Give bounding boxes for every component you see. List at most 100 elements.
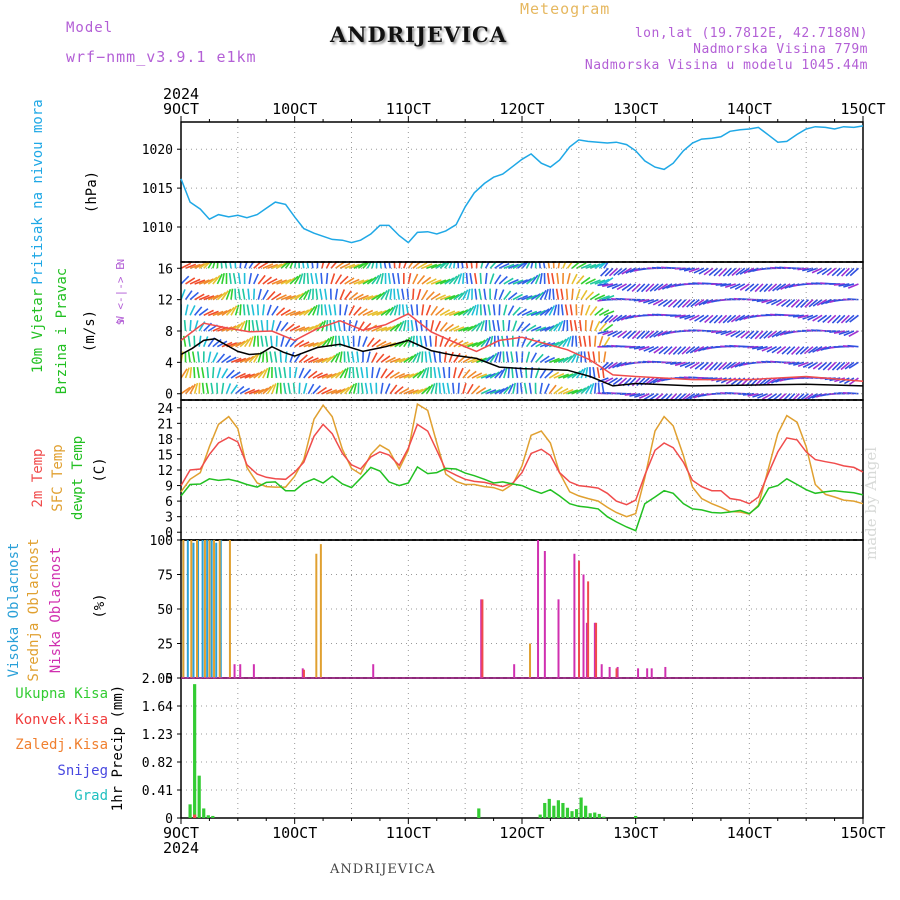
wind-arrow: [571, 273, 578, 285]
wind-arrow: [780, 283, 791, 290]
wind-arrow: [343, 367, 349, 379]
wind-arrow: [356, 351, 360, 363]
wind-arrow: [380, 341, 392, 348]
wind-arrow: [617, 267, 628, 276]
wind-arrow: [625, 267, 637, 274]
wind-arrow: [371, 262, 375, 269]
wind-arrow: [257, 288, 262, 300]
wind-arrow: [648, 377, 659, 385]
wind-arrow: [553, 372, 565, 379]
wind-arrow: [325, 272, 329, 285]
wind-arrow: [362, 262, 370, 269]
x-tick-label-top: 9OCT: [163, 100, 199, 118]
wind-arrow: [776, 283, 787, 291]
wind-arrow: [403, 373, 415, 379]
precip-bar: [477, 808, 481, 818]
wind-arrow: [466, 383, 474, 395]
y-tick-label: 6: [165, 495, 173, 510]
wind-arrow: [686, 299, 696, 308]
wind-arrow: [239, 320, 246, 332]
wind-arrow: [812, 361, 823, 370]
wind-arrow: [547, 262, 551, 269]
wind-arrow: [417, 262, 428, 269]
wind-arrow: [564, 304, 569, 316]
wind-arrow: [526, 324, 537, 332]
wind-arrow: [599, 295, 610, 301]
wind-arrow: [335, 262, 345, 269]
wind-arrow: [599, 314, 609, 324]
wind-arrow: [829, 330, 841, 333]
wind-arrow: [694, 314, 705, 322]
wind-arrow: [508, 263, 519, 270]
wind-arrow: [376, 309, 387, 317]
wind-arrow: [597, 382, 601, 394]
y-tick-label: 18: [157, 433, 173, 448]
wind-arrow: [339, 368, 347, 379]
wind-arrow: [439, 278, 451, 285]
wind-arrow: [845, 267, 855, 277]
precip-bar: [211, 815, 215, 818]
wind-arrow: [306, 272, 310, 285]
wind-arrows-layer: [181, 262, 859, 400]
wind-arrow: [711, 330, 723, 334]
precip-bar: [570, 811, 574, 818]
wind-arrow: [574, 335, 578, 347]
wind-arrow: [603, 361, 614, 370]
x-tick-label-top: 13OCT: [613, 100, 658, 118]
wind-arrow: [394, 386, 404, 395]
meteogram-label: Meteogram: [520, 0, 611, 18]
wind-arrow: [539, 289, 547, 301]
wind-arrow: [248, 336, 254, 347]
wind-arrow: [786, 346, 796, 355]
wind-arrow: [371, 367, 374, 379]
wind-arrow: [580, 276, 591, 285]
wind-arrow: [771, 346, 782, 354]
wind-arrow: [652, 377, 664, 384]
wind-arrow: [353, 279, 365, 285]
wind-arrow: [836, 361, 846, 371]
wind-arrow: [393, 288, 396, 300]
wind-arrow: [617, 377, 628, 386]
wind-arrow: [797, 314, 809, 319]
wind-arrow: [535, 309, 546, 317]
wind-arrow: [234, 262, 237, 269]
wind-arrow: [514, 367, 519, 379]
wind-arrow: [735, 267, 746, 276]
precip-bar: [197, 775, 201, 818]
wind-arrow: [298, 309, 310, 317]
wind-arrow: [380, 308, 391, 316]
wind-arrow: [827, 361, 837, 371]
wind-arrow: [539, 326, 551, 332]
wind-arrow: [210, 382, 214, 394]
wind-arrow: [718, 314, 728, 324]
wind-arrow: [453, 274, 461, 285]
wind-arrow: [189, 367, 193, 379]
wind-arrow: [593, 382, 597, 394]
wind-arrow: [461, 262, 464, 269]
wind-arrow: [344, 384, 353, 395]
wind-arrow: [285, 323, 295, 332]
wind-arrow: [421, 367, 428, 379]
wind-arrow: [580, 304, 584, 316]
wind-arrow: [198, 262, 209, 269]
wind-arrow: [294, 326, 306, 332]
wind-arrow: [317, 357, 328, 364]
wind-arrow: [293, 274, 302, 285]
wind-arrow: [316, 339, 327, 348]
wind-arrow: [562, 388, 574, 395]
wind-arrow: [262, 276, 272, 285]
wind-arrow: [379, 262, 382, 269]
wind-arrow: [375, 262, 378, 269]
wind-arrow: [528, 382, 532, 394]
wind-arrow: [767, 330, 778, 339]
wind-arrow: [430, 383, 436, 394]
wind-arrow: [244, 373, 256, 379]
x-tick-label-bottom: 10OCT: [272, 824, 317, 842]
wind-arrow: [489, 273, 495, 285]
wind-arrow: [256, 304, 260, 316]
wind-arrow: [643, 345, 655, 352]
wind-arrow: [562, 355, 573, 364]
wind-arrow: [740, 330, 750, 339]
wind-arrow: [543, 288, 549, 300]
wind-arrow: [645, 283, 655, 293]
